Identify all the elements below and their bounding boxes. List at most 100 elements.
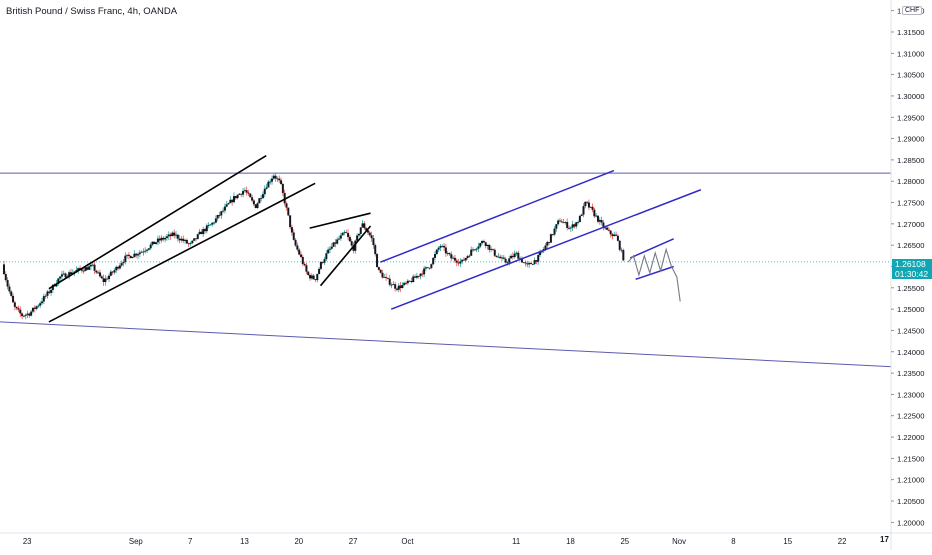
candle-body (276, 178, 279, 180)
candle-body (176, 234, 179, 239)
candle-body (175, 234, 178, 236)
candle-body (553, 228, 556, 235)
candle-body (2, 264, 5, 275)
candle-body (252, 200, 255, 205)
candle-body (591, 206, 594, 210)
candle-body (118, 265, 121, 269)
candle-body (171, 232, 174, 237)
candle-body (501, 257, 504, 259)
candle-body (80, 269, 83, 271)
candle-body (140, 251, 143, 253)
candle-body (21, 313, 24, 317)
candle-body (24, 314, 27, 316)
candle-body (481, 241, 484, 244)
candle-body (138, 252, 141, 255)
candle-body (254, 204, 257, 209)
candle-body (290, 227, 293, 233)
candle-body (229, 199, 232, 204)
candle-body (459, 261, 462, 264)
candle-body (385, 277, 388, 278)
candle-body (89, 264, 92, 267)
candle-body (265, 187, 268, 189)
candle-body (207, 224, 210, 226)
tradingview-logo-icon[interactable]: 17 (880, 535, 889, 544)
candle-body (577, 221, 580, 223)
candle-body (368, 232, 371, 236)
candle-body (491, 248, 494, 250)
candle-body (359, 227, 362, 234)
candle-body (271, 178, 274, 182)
candle-body (160, 237, 163, 241)
candle-body (136, 254, 139, 256)
candle-body (234, 196, 237, 199)
trend-line (309, 212, 371, 229)
x-tick-label: 23 (23, 537, 32, 546)
candle-body (98, 272, 101, 277)
candle-body (464, 257, 467, 261)
candle-body (488, 244, 491, 250)
candle-body (426, 267, 429, 269)
candle-body (77, 268, 80, 270)
candle-body (593, 209, 596, 217)
candle-body (194, 238, 197, 240)
x-tick-label: Oct (401, 537, 414, 546)
candle-body (544, 245, 547, 250)
candle-body (584, 201, 587, 207)
candle-body (394, 284, 397, 289)
candle-body (42, 296, 45, 302)
candle-body (245, 190, 248, 193)
y-tick-label: 1.24500 (897, 326, 924, 335)
candle-body (102, 278, 105, 283)
candle-body (490, 248, 493, 250)
candle-body (135, 253, 138, 256)
candle-body (354, 240, 357, 251)
candle-body (450, 254, 453, 259)
candle-body (95, 270, 98, 273)
candle-body (75, 269, 78, 272)
candle-body (327, 249, 330, 254)
candle-body (564, 222, 567, 223)
candle-body (267, 181, 270, 188)
candle-body (303, 263, 306, 266)
x-tick-label: Sep (129, 537, 144, 546)
candle-body (370, 235, 373, 239)
projection-path (627, 247, 681, 302)
currency-badge[interactable]: CHF (902, 6, 923, 15)
candle-body (41, 301, 44, 304)
candle-body (236, 194, 239, 199)
candle-body (444, 247, 447, 254)
candle-body (325, 253, 328, 260)
candle-body (214, 218, 217, 223)
candle-body (343, 232, 346, 234)
current-price-value: 1.26108 (895, 259, 926, 269)
candle-body (211, 222, 214, 225)
candle-body (566, 222, 569, 228)
candle-body (28, 313, 31, 316)
candle-body (64, 273, 67, 278)
candle-body (165, 236, 168, 238)
candle-body (453, 257, 456, 261)
candle-body (289, 215, 292, 228)
candle-body (433, 254, 436, 258)
candle-body (249, 193, 252, 198)
candle-body (84, 267, 87, 272)
candle-body (82, 270, 85, 272)
candle-body (504, 258, 507, 263)
candle-body (162, 237, 165, 240)
candle-body (57, 278, 60, 284)
candle-body (258, 198, 261, 204)
candle-body (477, 246, 480, 249)
candle-body (156, 238, 159, 243)
candle-body (551, 234, 554, 235)
candle-body (225, 204, 228, 207)
candle-body (251, 197, 254, 201)
trend-line (48, 154, 267, 290)
y-tick-label: 1.22000 (897, 433, 924, 442)
candle-body (528, 263, 531, 265)
y-tick-label: 1.30500 (897, 71, 924, 80)
candle-body (51, 284, 54, 290)
candle-body (571, 224, 574, 228)
candle-body (441, 245, 444, 247)
